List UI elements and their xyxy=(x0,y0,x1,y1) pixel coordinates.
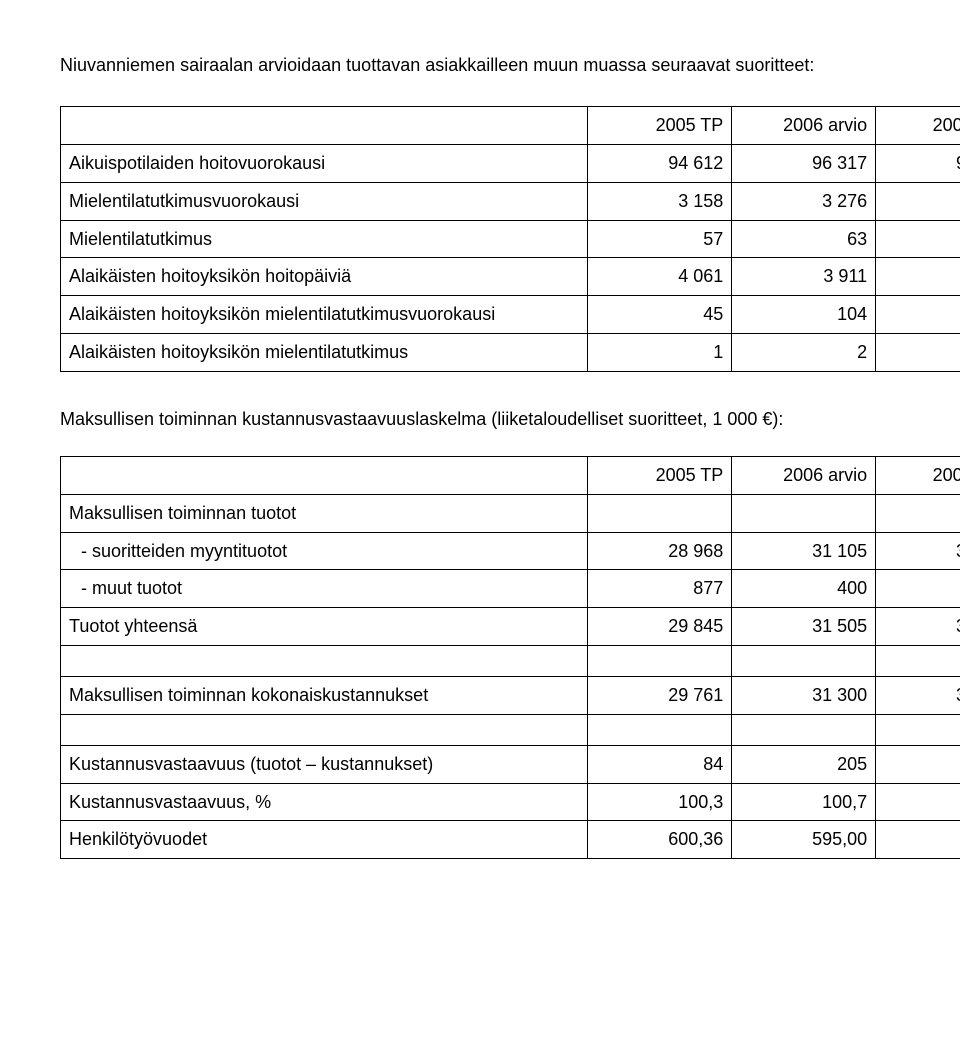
row-value: 3 465 xyxy=(876,182,960,220)
row-value xyxy=(588,494,732,532)
row-value: 2 xyxy=(732,333,876,371)
header-col-2: 2006 arvio xyxy=(732,456,876,494)
header-blank xyxy=(61,456,588,494)
table-row: Kustannusvastaavuus (tuotot – kustannuks… xyxy=(61,745,960,783)
table-row: Alaikäisten hoitoyksikön mielentilatutki… xyxy=(61,333,960,371)
row-label: - muut tuotot xyxy=(61,570,588,608)
row-value: 29 761 xyxy=(588,676,732,714)
table-row: Alaikäisten hoitoyksikön hoitopäiviä 4 0… xyxy=(61,258,960,296)
intro-paragraph: Niuvanniemen sairaalan arvioidaan tuotta… xyxy=(60,48,960,82)
row-value: 31 748 xyxy=(876,532,960,570)
row-label: Henkilötyövuodet xyxy=(61,821,588,859)
row-value: 205 xyxy=(732,745,876,783)
table-row: Alaikäisten hoitoyksikön mielentilatutki… xyxy=(61,296,960,334)
row-value: 877 xyxy=(588,570,732,608)
table-row: Henkilötyövuodet 600,36 595,00 600,6 xyxy=(61,821,960,859)
table-row: Maksullisen toiminnan tuotot xyxy=(61,494,960,532)
row-value: 104 xyxy=(732,296,876,334)
table-row: Mielentilatutkimus 57 63 63 xyxy=(61,220,960,258)
row-value: 31 505 xyxy=(732,608,876,646)
subheading: Maksullisen toiminnan kustannusvastaavuu… xyxy=(60,402,960,436)
table-row: - suoritteiden myyntituotot 28 968 31 10… xyxy=(61,532,960,570)
row-value xyxy=(732,494,876,532)
row-value: 4 061 xyxy=(588,258,732,296)
spacer-row xyxy=(61,645,960,676)
row-label: Tuotot yhteensä xyxy=(61,608,588,646)
row-value: 1 xyxy=(588,333,732,371)
table-header-row: 2005 TP 2006 arvio 2007 TAE xyxy=(61,456,960,494)
table-row: Kustannusvastaavuus, % 100,3 100,7 100,2 xyxy=(61,783,960,821)
header-col-1: 2005 TP xyxy=(588,107,732,145)
row-value: 31 105 xyxy=(732,532,876,570)
header-col-3: 2007 TAE xyxy=(876,107,960,145)
row-value: 94 612 xyxy=(588,144,732,182)
header-col-2: 2006 arvio xyxy=(732,107,876,145)
table-row: Mielentilatutkimusvuorokausi 3 158 3 276… xyxy=(61,182,960,220)
outputs-table: 2005 TP 2006 arvio 2007 TAE Aikuispotila… xyxy=(60,106,960,372)
header-col-1: 2005 TP xyxy=(588,456,732,494)
table-row: - muut tuotot 877 400 668 xyxy=(61,570,960,608)
row-label: Mielentilatutkimusvuorokausi xyxy=(61,182,588,220)
row-value: 100,2 xyxy=(876,783,960,821)
row-value: 96 317 xyxy=(732,144,876,182)
section-label: Maksullisen toiminnan tuotot xyxy=(61,494,588,532)
row-value: 57 xyxy=(588,220,732,258)
row-value: 600,36 xyxy=(588,821,732,859)
row-value: 72 xyxy=(876,745,960,783)
spacer-row xyxy=(61,714,960,745)
row-value: 3 276 xyxy=(732,182,876,220)
row-label: Kustannusvastaavuus (tuotot – kustannuks… xyxy=(61,745,588,783)
row-value: 32 416 xyxy=(876,608,960,646)
row-label: Mielentilatutkimus xyxy=(61,220,588,258)
table-header-row: 2005 TP 2006 arvio 2007 TAE xyxy=(61,107,960,145)
row-value: 3 158 xyxy=(588,182,732,220)
row-label: Alaikäisten hoitoyksikön mielentilatutki… xyxy=(61,333,588,371)
row-value: 96 128 xyxy=(876,144,960,182)
row-value: 29 845 xyxy=(588,608,732,646)
row-value: 63 xyxy=(876,220,960,258)
row-label: - suoritteiden myyntituotot xyxy=(61,532,588,570)
row-value: 600,6 xyxy=(876,821,960,859)
row-value: 2 xyxy=(876,333,960,371)
table-row: Aikuispotilaiden hoitovuorokausi 94 612 … xyxy=(61,144,960,182)
row-value: 668 xyxy=(876,570,960,608)
row-value: 100,7 xyxy=(732,783,876,821)
header-blank xyxy=(61,107,588,145)
table-row: Maksullisen toiminnan kokonaiskustannuks… xyxy=(61,676,960,714)
row-label: Kustannusvastaavuus, % xyxy=(61,783,588,821)
row-value: 3 905 xyxy=(876,258,960,296)
row-value: 28 968 xyxy=(588,532,732,570)
row-value: 32 344 xyxy=(876,676,960,714)
row-value: 100,3 xyxy=(588,783,732,821)
row-label: Aikuispotilaiden hoitovuorokausi xyxy=(61,144,588,182)
row-value: 110 xyxy=(876,296,960,334)
row-value: 63 xyxy=(732,220,876,258)
row-value xyxy=(876,494,960,532)
row-value: 45 xyxy=(588,296,732,334)
row-label: Maksullisen toiminnan kokonaiskustannuks… xyxy=(61,676,588,714)
row-value: 84 xyxy=(588,745,732,783)
cost-recovery-table: 2005 TP 2006 arvio 2007 TAE Maksullisen … xyxy=(60,456,960,859)
row-value: 31 300 xyxy=(732,676,876,714)
row-value: 400 xyxy=(732,570,876,608)
row-value: 3 911 xyxy=(732,258,876,296)
table-row: Tuotot yhteensä 29 845 31 505 32 416 xyxy=(61,608,960,646)
row-label: Alaikäisten hoitoyksikön hoitopäiviä xyxy=(61,258,588,296)
header-col-3: 2007 TAE xyxy=(876,456,960,494)
row-value: 595,00 xyxy=(732,821,876,859)
row-label: Alaikäisten hoitoyksikön mielentilatutki… xyxy=(61,296,588,334)
